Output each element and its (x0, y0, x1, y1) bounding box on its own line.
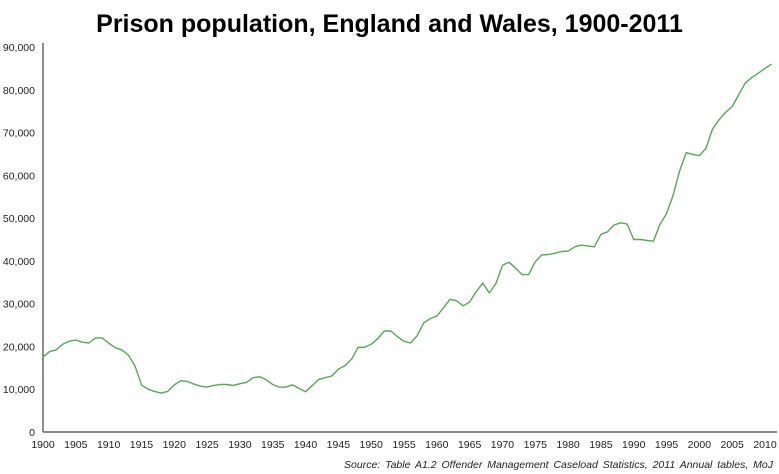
x-tick-label: 1905 (64, 439, 88, 451)
y-tick-label: 30,000 (3, 299, 35, 311)
x-tick-label: 1925 (195, 439, 219, 451)
y-tick-label: 10,000 (3, 384, 35, 396)
x-tick-label: 1970 (491, 439, 515, 451)
x-tick-label: 1980 (556, 439, 580, 451)
x-tick-label: 1900 (31, 439, 55, 451)
x-tick-label: 1935 (261, 439, 285, 451)
x-tick-label: 1945 (327, 439, 351, 451)
x-tick-label: 1960 (425, 439, 449, 451)
x-tick-label: 1920 (163, 439, 187, 451)
y-tick-label: 80,000 (3, 85, 35, 97)
x-tick-label: 1990 (622, 439, 646, 451)
x-tick-label: 1985 (589, 439, 613, 451)
x-tick-label: 1910 (97, 439, 121, 451)
x-tick-label: 1940 (294, 439, 318, 451)
y-tick-label: 40,000 (3, 256, 35, 268)
x-tick-label: 2010 (753, 439, 777, 451)
x-tick-label: 2005 (721, 439, 745, 451)
x-tick-label: 2000 (688, 439, 712, 451)
y-tick-label: 90,000 (3, 42, 35, 54)
y-tick-label: 20,000 (3, 341, 35, 353)
y-tick-label: 60,000 (3, 170, 35, 182)
source-note: Source: Table A1.2 Offender Management C… (344, 459, 773, 471)
x-tick-label: 1965 (458, 439, 482, 451)
y-tick-label: 70,000 (3, 128, 35, 140)
series-line (42, 63, 772, 394)
chart-title: Prison population, England and Wales, 19… (96, 10, 683, 38)
x-tick-label: 1950 (360, 439, 384, 451)
x-tick-label: 1955 (392, 439, 416, 451)
x-tick-label: 1930 (228, 439, 252, 451)
y-tick-label: 0 (29, 427, 35, 439)
x-tick-label: 1975 (524, 439, 548, 451)
x-tick-label: 1995 (655, 439, 679, 451)
y-tick-label: 50,000 (3, 213, 35, 225)
x-tick-label: 1915 (130, 439, 154, 451)
